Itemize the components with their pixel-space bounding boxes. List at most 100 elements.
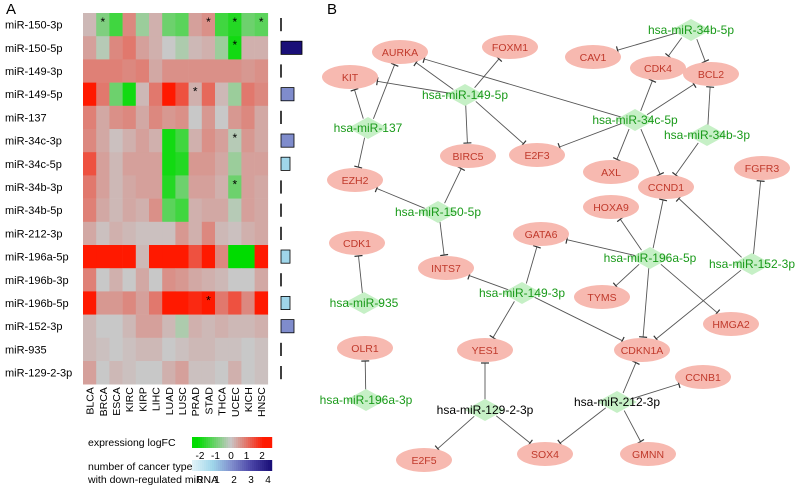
legend-swatch [266,460,269,471]
mirna-node [465,399,505,421]
significance-star: * [193,85,198,99]
mirna-node [418,201,458,223]
legend-swatch [234,460,237,471]
heatmap-cell [122,361,137,385]
network-edge [619,218,642,251]
heatmap-cell [109,152,123,176]
legend-swatch [246,460,249,471]
heatmap-cell [175,129,189,153]
network-edge [474,58,500,88]
heatmap-cell [162,36,176,60]
count-legend-title-line1: number of cancer types [88,461,198,473]
heatmap-cell [96,13,110,37]
logfc-legend: expressiong logFC -2 -1 0 1 2 [88,437,273,462]
legend-swatch [224,437,227,448]
heatmap-cell [254,268,269,292]
heatmap-cell [241,337,255,362]
heatmap-cell [175,245,189,269]
heatmap-cell [122,129,137,153]
legend-swatch [268,437,271,448]
legend-swatch [202,437,205,448]
heatmap-cell [83,314,97,339]
legend-swatch [262,437,265,448]
column-label: UCEC [230,387,242,417]
legend-swatch [230,437,233,448]
heatmap-cell [96,245,110,269]
heatmap-cell [149,129,163,153]
gene-label: HOXA9 [593,202,629,214]
network-edge [437,415,475,450]
mirna-node [348,117,388,139]
heatmap-cell [109,268,123,292]
legend-swatch [238,437,241,448]
legend-swatch [200,437,203,448]
heatmap-cell [254,175,269,199]
logfc-legend-colorbar [192,437,273,448]
heatmap-cell [149,221,163,246]
heatmap-cell [122,152,137,176]
heatmap-cell [228,361,242,385]
heatmap-cell [149,337,163,362]
legend-swatch [228,437,231,448]
mirna-label: hsa-miR-196a-5p [604,251,697,265]
legend-swatch [236,437,239,448]
count-legend-title-line2: with down-regulated miRNA [87,474,218,486]
heatmap-cell [96,82,110,107]
heatmap-cell [162,245,176,269]
legend-swatch [226,437,229,448]
heatmap-cell [201,268,216,292]
heatmap-cell [135,175,150,199]
legend-swatch [232,460,235,471]
heatmap-cell [228,36,242,60]
heatmap-cell [215,152,229,176]
heatmap-cell [96,152,110,176]
row-label: miR-935 [5,344,47,356]
network-edge [655,269,742,340]
gene-node [327,168,383,192]
heatmap-cell [149,36,163,60]
legend-tick: 1 [214,475,220,486]
heatmap-cell [254,361,269,385]
legend-swatch [210,437,213,448]
gene-label: CDKN1A [621,345,664,357]
heatmap-cell [175,198,189,223]
heatmap-cell [188,221,203,246]
network-edge [652,199,664,249]
heatmap-cell [122,314,137,339]
heatmap-cell [241,13,255,37]
gene-node [703,312,759,336]
heatmap-cell [83,105,97,130]
count-bar [280,319,295,334]
heatmap-cell [109,36,123,60]
heatmap-cell [96,175,110,199]
gene-label: BCL2 [698,69,724,81]
legend-swatch [218,437,221,448]
heatmap-cell [228,13,242,37]
heatmap-cell [149,175,163,199]
mirna-label: hsa-miR-150-5p [395,205,481,219]
row-label: miR-149-5p [5,89,62,101]
count-bar [280,295,291,310]
count-legend: number of cancer types with down-regulat… [87,460,273,486]
heatmap-cell [162,268,176,292]
gene-label: YES1 [472,345,499,357]
gene-node [517,442,573,466]
network-edge [358,255,363,294]
heatmap-cell [122,59,137,83]
count-bar [280,87,295,102]
heatmap-cell [109,361,123,385]
heatmap-cell [83,175,97,199]
mirna-node [597,391,637,413]
row-label: miR-34b-5p [5,205,62,217]
heatmap-cell [96,268,110,292]
heatmap-cell [96,314,110,339]
gene-label: INTS7 [431,263,461,275]
heatmap-cell [201,152,216,176]
column-label: BRCA [98,387,110,416]
legend-swatch [236,460,239,471]
gene-label: OLR1 [351,343,379,355]
heatmap-cell [83,337,97,362]
heatmap-cell [149,314,163,339]
heatmap-cell [96,36,110,60]
inhibition-mark [440,253,449,257]
